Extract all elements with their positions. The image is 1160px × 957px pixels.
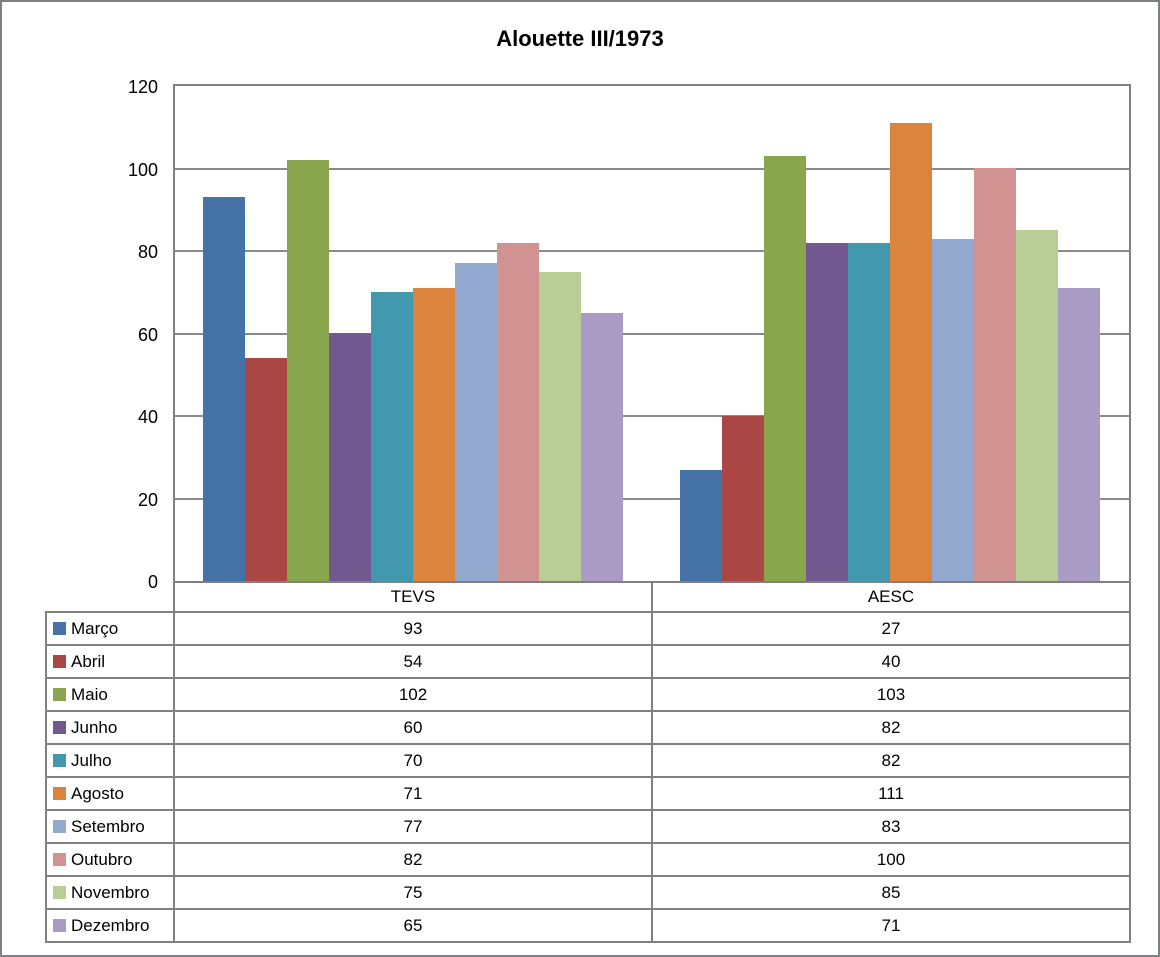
value-cell-agosto-tevs: 71 xyxy=(175,778,651,809)
bar-setembro-aesc xyxy=(932,239,974,581)
legend-swatch-dezembro xyxy=(53,919,66,932)
legend-label: Dezembro xyxy=(71,915,150,935)
bar-outubro-tevs xyxy=(497,243,539,581)
legend-cell-setembro: Setembro xyxy=(47,811,173,842)
bar-dezembro-aesc xyxy=(1058,288,1100,581)
legend-label: Março xyxy=(71,618,119,638)
bar-julho-tevs xyxy=(371,292,413,581)
bar-abril-tevs xyxy=(245,358,287,581)
legend-label: Julho xyxy=(71,750,112,770)
y-axis-tick-label: 60 xyxy=(137,324,158,345)
legend-label: Setembro xyxy=(71,816,145,836)
value-cell-junho-aesc: 82 xyxy=(653,712,1129,743)
legend-swatch-abril xyxy=(53,655,66,668)
y-axis-tick-label: 80 xyxy=(137,242,158,262)
legend-swatch-outubro xyxy=(53,853,66,866)
legend-swatch-novembro xyxy=(53,886,66,899)
legend-swatch-junho xyxy=(53,721,66,734)
chart-title: Alouette III/1973 xyxy=(496,26,664,51)
value-cell-abril-aesc: 40 xyxy=(653,646,1129,677)
legend-cell-julho: Julho xyxy=(47,745,173,776)
legend-swatch-agosto xyxy=(53,787,66,800)
legend-label: Agosto xyxy=(71,783,124,803)
gridline xyxy=(175,415,1129,417)
legend-cell-junho: Junho xyxy=(47,712,173,743)
value-cell-marco-aesc: 27 xyxy=(653,613,1129,644)
legend-label: Outubro xyxy=(71,849,133,869)
value-cell-outubro-aesc: 100 xyxy=(653,844,1129,875)
legend-label: Junho xyxy=(71,717,118,737)
y-axis-tick-label: 0 xyxy=(147,572,158,592)
bar-junho-aesc xyxy=(806,243,848,581)
value-cell-setembro-aesc: 83 xyxy=(653,811,1129,842)
legend-label: Abril xyxy=(71,651,106,671)
y-axis-tick-label: 20 xyxy=(137,489,158,510)
gridline xyxy=(175,167,1129,170)
bar-setembro-tevs xyxy=(455,263,497,581)
legend-cell-outubro: Outubro xyxy=(47,844,173,875)
value-cell-dezembro-aesc: 71 xyxy=(653,910,1129,941)
bar-agosto-tevs xyxy=(413,288,455,581)
value-cell-agosto-aesc: 111 xyxy=(653,778,1129,809)
bar-dezembro-tevs xyxy=(581,313,623,581)
bar-abril-aesc xyxy=(722,416,764,581)
gridline xyxy=(175,497,1129,500)
bar-junho-tevs xyxy=(329,333,371,581)
bar-novembro-aesc xyxy=(1016,230,1058,581)
value-cell-junho-tevs: 60 xyxy=(175,712,651,743)
gridline xyxy=(175,332,1129,335)
legend-swatch-maio xyxy=(53,688,66,701)
legend-cell-agosto: Agosto xyxy=(47,778,173,809)
legend-cell-dezembro: Dezembro xyxy=(47,910,173,941)
bar-maio-aesc xyxy=(764,156,806,581)
bar-marco-aesc xyxy=(680,470,722,581)
value-cell-maio-aesc: 103 xyxy=(653,679,1129,710)
legend-label: Maio xyxy=(71,684,108,704)
legend-swatch-julho xyxy=(53,754,66,767)
value-cell-setembro-tevs: 77 xyxy=(175,811,651,842)
value-cell-julho-aesc: 82 xyxy=(653,745,1129,776)
category-header-row: TEVS AESC xyxy=(173,581,1131,613)
legend-label: Novembro xyxy=(71,882,150,902)
category-header-aesc: AESC xyxy=(653,583,1129,611)
value-cell-novembro-tevs: 75 xyxy=(175,877,651,908)
value-cell-novembro-aesc: 85 xyxy=(653,877,1129,908)
bar-maio-tevs xyxy=(287,160,329,581)
data-table: Março 93 27 Abril 54 40 Maio 102 103 Junho 60 82 Jul… xyxy=(45,611,1131,943)
y-axis-tick-label: 120 xyxy=(127,77,158,97)
legend-cell-abril: Abril xyxy=(47,646,173,677)
legend-cell-maio: Maio xyxy=(47,679,173,710)
bar-agosto-aesc xyxy=(890,123,932,581)
y-axis-tick-label: 100 xyxy=(127,159,158,180)
plot-area xyxy=(173,84,1131,583)
value-cell-marco-tevs: 93 xyxy=(175,613,651,644)
y-axis-tick-label: 40 xyxy=(137,407,158,427)
value-cell-abril-tevs: 54 xyxy=(175,646,651,677)
bar-marco-tevs xyxy=(203,197,245,581)
legend-cell-novembro: Novembro xyxy=(47,877,173,908)
category-header-tevs: TEVS xyxy=(175,583,651,611)
value-cell-maio-tevs: 102 xyxy=(175,679,651,710)
legend-swatch-setembro xyxy=(53,820,66,833)
bar-outubro-aesc xyxy=(974,168,1016,581)
bar-novembro-tevs xyxy=(539,272,581,581)
legend-cell-marco: Março xyxy=(47,613,173,644)
value-cell-dezembro-tevs: 65 xyxy=(175,910,651,941)
value-cell-outubro-tevs: 82 xyxy=(175,844,651,875)
legend-swatch-marco xyxy=(53,622,66,635)
gridline xyxy=(175,250,1129,252)
bar-julho-aesc xyxy=(848,243,890,581)
value-cell-julho-tevs: 70 xyxy=(175,745,651,776)
